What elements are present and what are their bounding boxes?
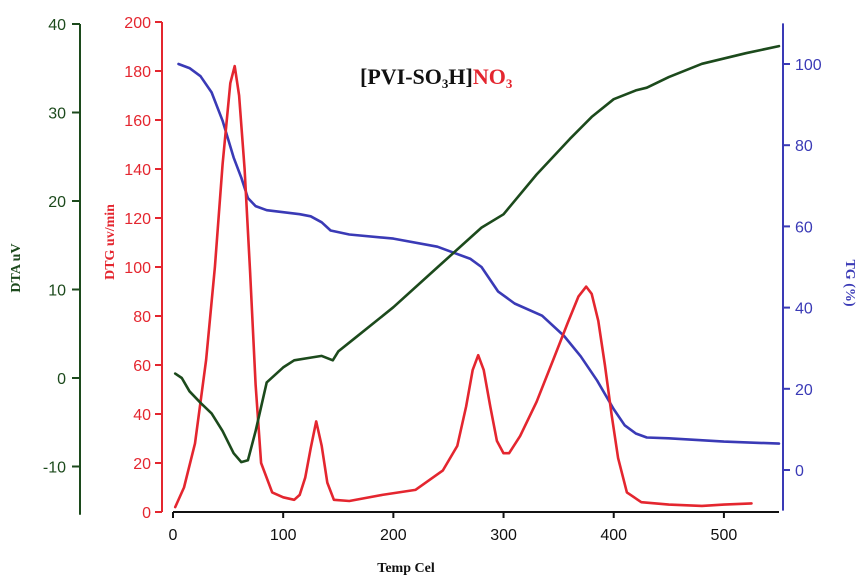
dta-axis-title: DTA uV <box>9 243 24 292</box>
x-tick-label: 400 <box>600 527 627 544</box>
tg-tick-label: 80 <box>795 138 813 155</box>
series-layer <box>173 44 781 509</box>
dtg-tick-label: 40 <box>133 407 151 424</box>
tg-tick-label: 20 <box>795 382 813 399</box>
dtg-tick-label: 80 <box>133 309 151 326</box>
tg-tick-label: 100 <box>795 57 822 74</box>
chart-title-accent: NO <box>473 64 506 89</box>
dtg-tick-label: 100 <box>124 260 151 277</box>
dta-tick-label: 0 <box>57 371 66 388</box>
chart-title: [PVI-SO3H]NO3 <box>360 64 513 91</box>
x-axis-title: Temp Cel <box>377 561 435 576</box>
dtg-tick-label: 180 <box>124 64 151 81</box>
dtg-tick-label: 120 <box>124 211 151 228</box>
tg-series-line <box>177 62 781 445</box>
x-tick-label: 300 <box>490 527 517 544</box>
dtg-tick-label: 60 <box>133 358 151 375</box>
dtg-tick-label: 200 <box>124 15 151 32</box>
chart-title-accent-subscript: 3 <box>506 76 513 91</box>
dta-tick-label: 20 <box>48 194 66 211</box>
dtg-tick-label: 0 <box>142 505 151 522</box>
chart-title-subscript: 3 <box>442 76 449 91</box>
dta-tick-label: 10 <box>48 283 66 300</box>
dtg-series-line <box>173 64 753 509</box>
dtg-tick-label: 140 <box>124 162 151 179</box>
x-tick-label: 100 <box>270 527 297 544</box>
dtg-tick-label: 20 <box>133 456 151 473</box>
axes-layer: -100102030400204060801001201401601802000… <box>43 15 822 544</box>
tg-tick-label: 40 <box>795 301 813 318</box>
tg-tick-label: 60 <box>795 219 813 236</box>
tg-tick-label: 0 <box>795 463 804 480</box>
x-tick-label: 500 <box>711 527 738 544</box>
dta-tick-label: 30 <box>48 106 66 123</box>
x-tick-label: 200 <box>380 527 407 544</box>
dta-tick-label: -10 <box>43 460 66 477</box>
x-tick-label: 0 <box>169 527 178 544</box>
dtg-tick-label: 160 <box>124 113 151 130</box>
tg-axis-title: TG (%) <box>842 259 857 306</box>
dta-series-line <box>173 44 781 464</box>
chart-title-main: [PVI-SO <box>360 64 442 89</box>
dta-tick-label: 40 <box>48 17 66 34</box>
chart-title-mid: H] <box>448 64 472 89</box>
dtg-axis-title: DTG uv/min <box>103 204 118 280</box>
